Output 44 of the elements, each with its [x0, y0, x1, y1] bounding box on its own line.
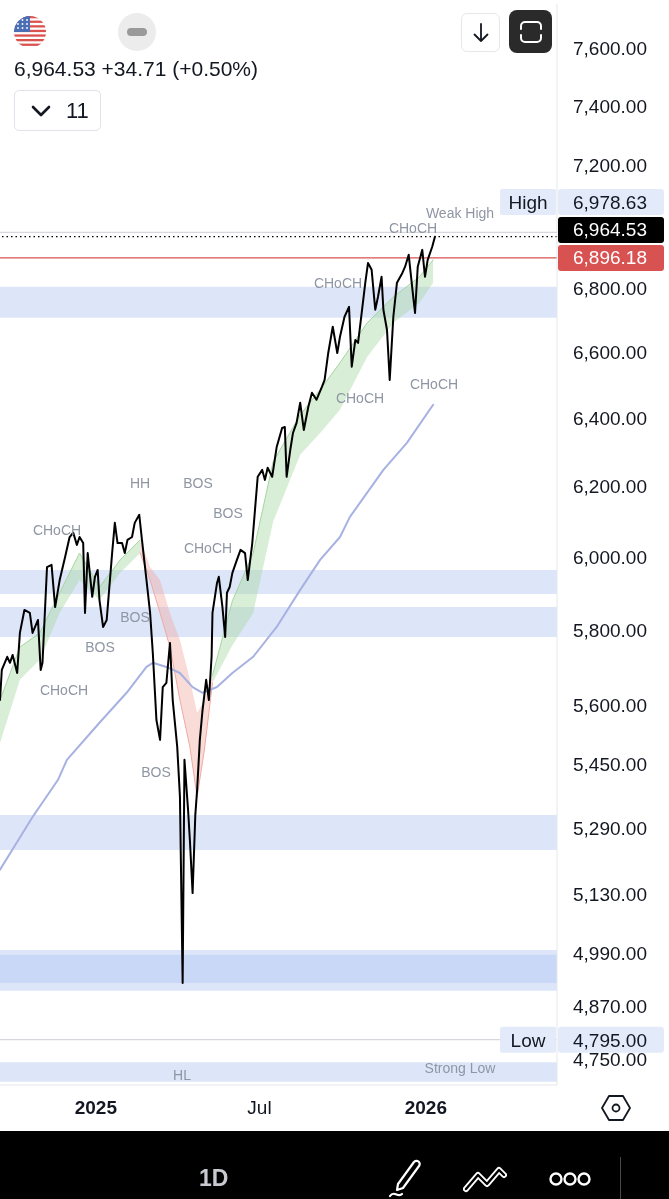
annotation: Weak High [425, 205, 495, 221]
annotation: CHoCH [183, 540, 233, 556]
y-tick-label: 7,600.00 [573, 38, 647, 60]
text: High 6,978.63 [508, 191, 647, 213]
annotation: BOS [183, 475, 213, 491]
annotation: BOS [213, 505, 243, 521]
text: Low 4,795.00 [510, 1029, 647, 1051]
y-tick-label: 7,200.00 [573, 154, 647, 176]
x-tick-label: Jul [247, 1096, 272, 1118]
y-tick-label: 4,990.00 [573, 943, 647, 965]
y-tick-label: 6,800.00 [573, 277, 647, 299]
y-tick-label: 5,800.00 [573, 619, 647, 641]
y-tick-label: 4,870.00 [573, 995, 647, 1017]
dropdown-button: 11 [14, 90, 101, 131]
text: 1D [199, 1164, 229, 1192]
annotation: CHoCH [409, 376, 459, 392]
annotation: Strong Low [424, 1060, 497, 1076]
annotation: CHoCH [39, 682, 89, 698]
annotation: BOS [120, 609, 150, 625]
y-tick-label: 5,450.00 [573, 753, 647, 775]
annotation: BOS [141, 764, 171, 780]
x-tick-label: 2025 [74, 1096, 118, 1118]
annotation: HL [173, 1067, 192, 1083]
annotation: HH [129, 475, 151, 491]
x-tick-label: 2026 [404, 1096, 448, 1118]
annotation: CHoCH [313, 275, 363, 291]
y-tick-label: 6,400.00 [573, 408, 647, 430]
annotation: 11 [66, 98, 89, 124]
ref-line-label: 6,964.53 [573, 219, 647, 241]
y-tick-label: 5,290.00 [573, 817, 647, 839]
annotation: CHoCH [388, 220, 438, 236]
y-tick-label: 5,600.00 [573, 695, 647, 717]
y-tick-label: 6,600.00 [573, 341, 647, 363]
ref-line-label: 6,896.18 [573, 247, 647, 269]
text: 6,964.53 +34.71 (+0.50%) [14, 56, 259, 82]
annotation: BOS [85, 639, 115, 655]
y-tick-label: 7,400.00 [573, 95, 647, 117]
annotation: CHoCH [32, 522, 82, 538]
y-tick-label: 6,200.00 [573, 476, 647, 498]
line-series [0, 403, 435, 871]
y-tick-label: 5,130.00 [573, 883, 647, 905]
y-tick-label: 4,750.00 [573, 1049, 647, 1071]
y-tick-label: 6,000.00 [573, 546, 647, 568]
annotation: CHoCH [335, 390, 385, 406]
